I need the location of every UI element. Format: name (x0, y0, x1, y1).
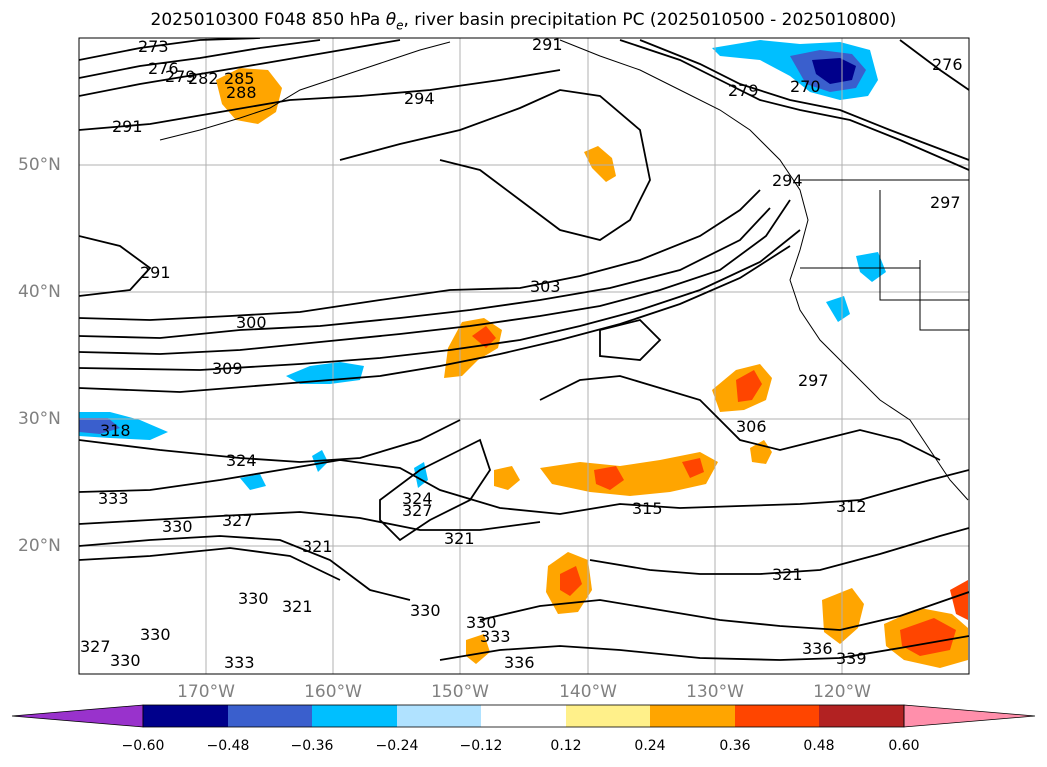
colorbar-tick-label: 0.12 (550, 738, 582, 754)
lon-label: 170°W (177, 682, 235, 702)
contour-label: 297 (930, 193, 961, 212)
contour-label: 327 (402, 501, 433, 520)
title-suffix: , river basin precipitation PC (20250105… (403, 10, 897, 30)
contour-label: 336 (504, 653, 535, 672)
contour-label: 321 (302, 537, 333, 556)
contour-label: 336 (802, 639, 833, 658)
colorbar-tick-label: −0.36 (290, 738, 334, 754)
colorbar-bin (397, 705, 481, 727)
colorbar-bin (566, 705, 650, 727)
contour-label: 294 (772, 171, 803, 190)
contour-label: 327 (222, 511, 253, 530)
contour-label: 333 (224, 653, 255, 672)
contour-label: 327 (80, 637, 111, 656)
contour-label: 321 (772, 565, 803, 584)
contour-label: 270 (790, 77, 821, 96)
colorbar-extend-left (11, 704, 144, 728)
lat-label: 20°N (18, 536, 61, 556)
colorbar-tick-label: 0.48 (803, 738, 835, 754)
contour-label: 333 (480, 627, 511, 646)
colorbar-bin (735, 705, 819, 727)
contour-label: 339 (836, 649, 867, 668)
contour-label: 300 (236, 313, 267, 332)
lon-label: 120°W (813, 682, 871, 702)
colorbar-bin (228, 705, 312, 727)
coastlines (159, 39, 969, 501)
colorbar-tick-label: −0.48 (206, 738, 250, 754)
contour-label: 273 (138, 37, 169, 56)
colorbar-bin (481, 705, 566, 727)
contour-label: 324 (402, 489, 433, 508)
contour-label: 276 (148, 59, 179, 78)
contour-label: 279 (165, 67, 196, 86)
contour-label: 312 (836, 497, 867, 516)
colorbar (11, 704, 1036, 728)
contour-label: 330 (410, 601, 441, 620)
theta-e-contours (79, 38, 969, 661)
colorbar-bin (143, 705, 228, 727)
lat-label: 50°N (18, 155, 61, 175)
colorbar-bin (819, 705, 904, 727)
contour-label: 285 (224, 69, 255, 88)
precip-pos-band (540, 452, 718, 496)
lon-label: 160°W (304, 682, 362, 702)
colorbar-tick-label: −0.60 (121, 738, 165, 754)
lat-label: 30°N (18, 409, 61, 429)
contour-label: 330 (110, 651, 141, 670)
contour-label: 324 (226, 451, 257, 470)
contour-label: 291 (532, 35, 563, 54)
contour-label: 330 (140, 625, 171, 644)
precip-shading (79, 40, 968, 668)
colorbar-tick-label: 0.60 (888, 738, 920, 754)
contour-label: 321 (444, 529, 475, 548)
contour-label: 306 (736, 417, 767, 436)
colorbar-tick-label: −0.24 (375, 738, 419, 754)
colorbar-tick-label: 0.24 (634, 738, 666, 754)
contour-label: 297 (798, 371, 829, 390)
colorbar-tick-label: 0.36 (719, 738, 751, 754)
contour-label: 333 (98, 489, 129, 508)
lon-label: 140°W (559, 682, 617, 702)
contour-label: 288 (226, 83, 257, 102)
title-prefix: 2025010300 F048 850 hPa (150, 10, 386, 30)
colorbar-bin (312, 705, 397, 727)
contour-label: 291 (140, 263, 171, 282)
colorbar-frame (142, 704, 905, 728)
contour-label: 318 (100, 421, 131, 440)
colorbar-bin (650, 705, 735, 727)
contour-label: 303 (530, 277, 561, 296)
gridlines (79, 38, 969, 674)
precip-pos-blob-central (444, 318, 502, 378)
lon-label: 150°W (431, 682, 489, 702)
contour-label: 279 (728, 81, 759, 100)
theta-symbol: θ (385, 10, 397, 30)
lat-label: 40°N (18, 282, 61, 302)
contour-label: 315 (632, 499, 663, 518)
contour-label: 321 (282, 597, 313, 616)
contour-label: 291 (112, 117, 143, 136)
contour-label: 330 (466, 613, 497, 632)
contour-label: 330 (238, 589, 269, 608)
figure-title: 2025010300 F048 850 hPa θe, river basin … (0, 10, 1047, 32)
contour-label: 282 (188, 69, 219, 88)
contour-label: 276 (932, 55, 963, 74)
contour-label-layer: 273 276 279 282 285 288 291 294 291 291 … (80, 35, 963, 672)
colorbar-tick-label: −0.12 (459, 738, 503, 754)
lon-label: 130°W (686, 682, 744, 702)
map-frame (78, 37, 970, 675)
theta-subscript: e (396, 18, 404, 33)
contour-label: 330 (162, 517, 193, 536)
colorbar-extend-right (903, 704, 1036, 728)
contour-label: 294 (404, 89, 435, 108)
contour-label: 309 (212, 359, 243, 378)
